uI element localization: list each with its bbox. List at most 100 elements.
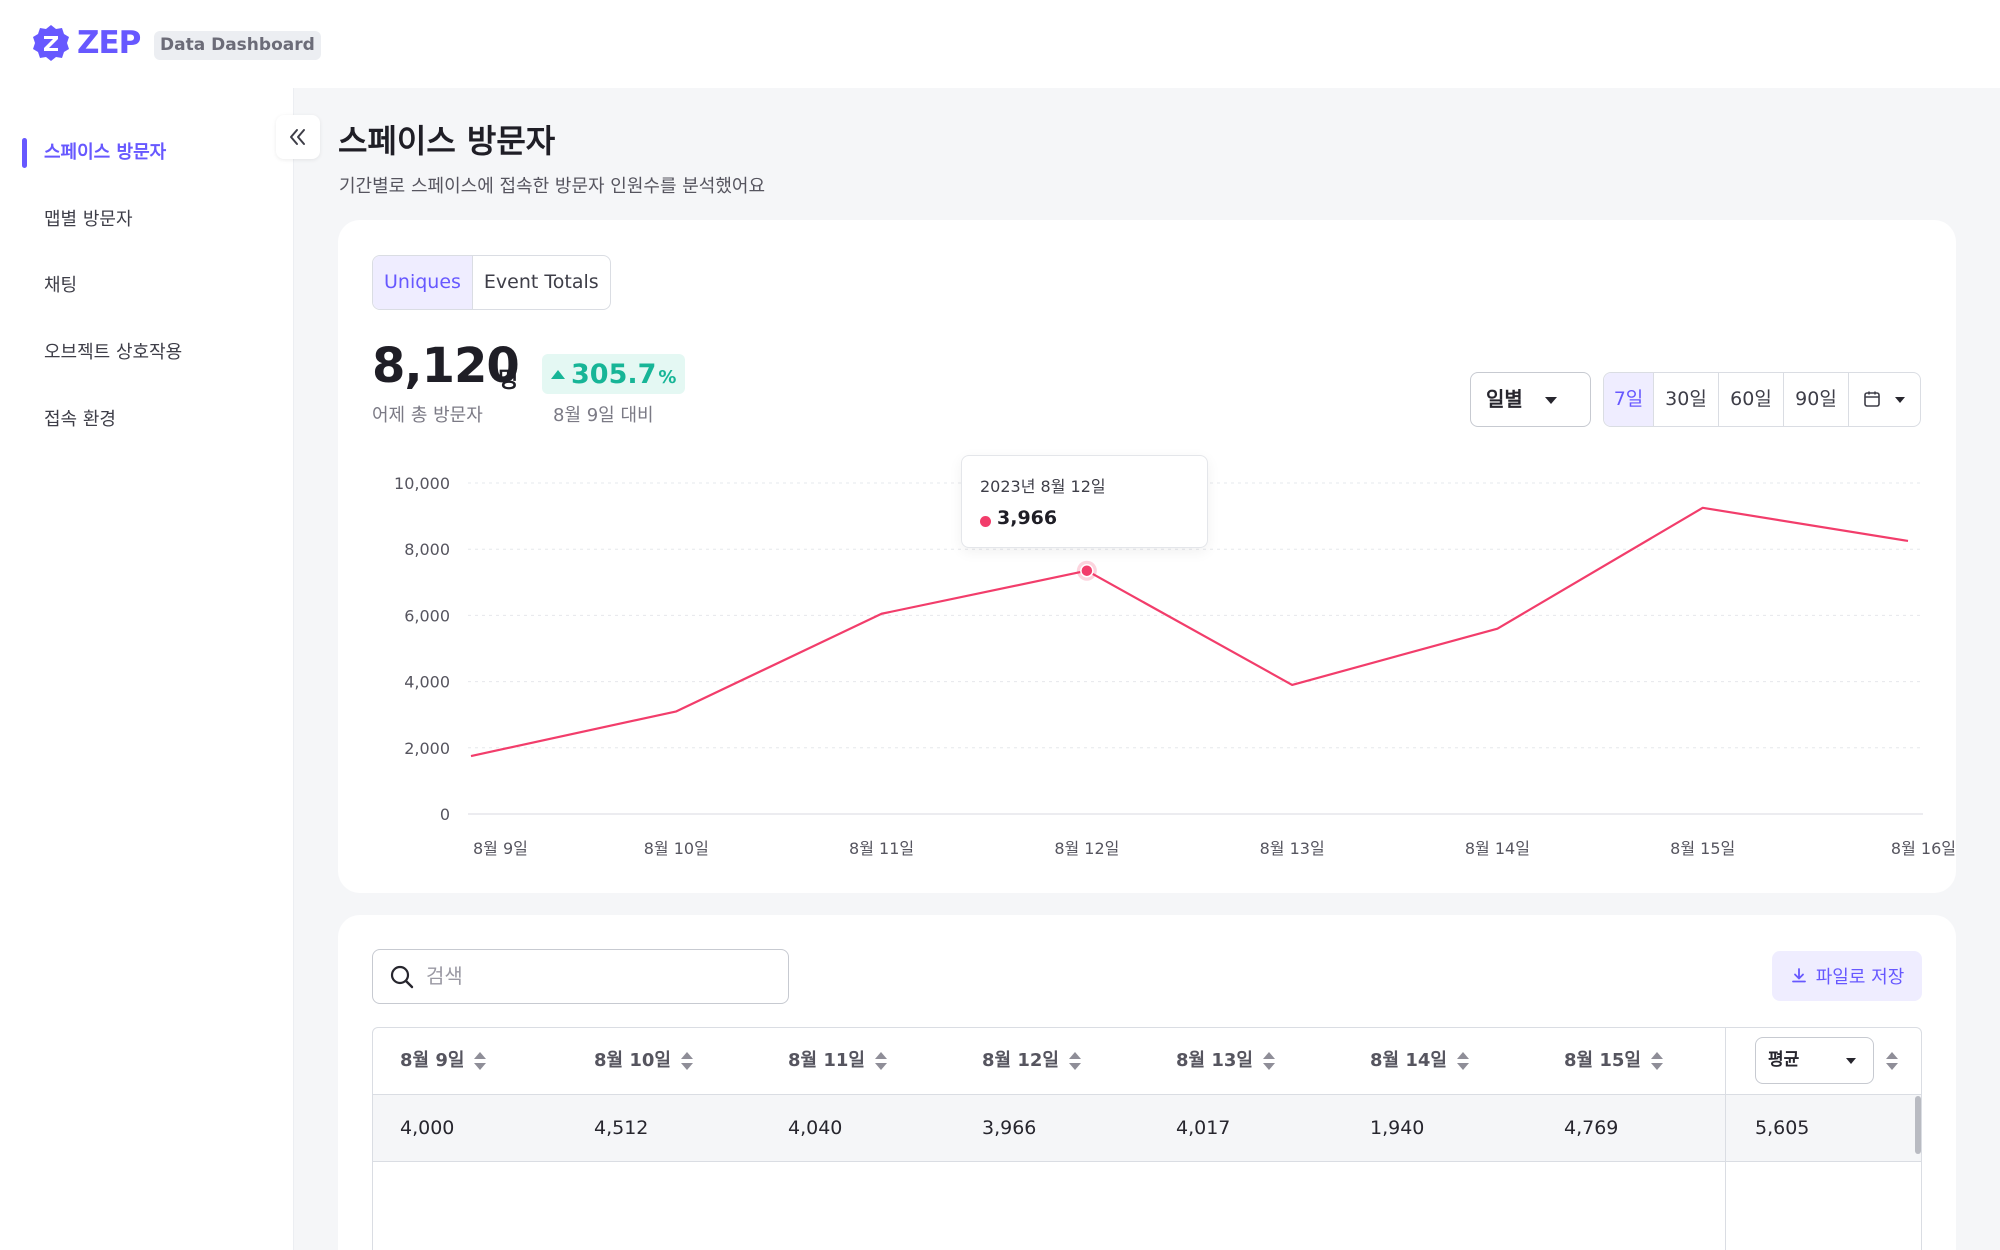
sidebar-collapse-button[interactable] (276, 115, 320, 159)
tab-event-totals[interactable]: Event Totals (483, 271, 599, 293)
sort-icon (874, 1052, 887, 1070)
total-visitors-label: 어제 총 방문자 (372, 405, 483, 426)
y-tick-label: 0 (440, 805, 450, 824)
sidebar-item-map-visitors[interactable]: 맵별 방문자 (44, 209, 133, 230)
sidebar-item-object-interaction[interactable]: 오브젝트 상호작용 (44, 342, 183, 363)
column-header[interactable]: 8월 13일 (1176, 1028, 1275, 1094)
range-60d[interactable]: 60일 (1719, 373, 1784, 426)
column-header-label: 8월 9일 (400, 1050, 465, 1071)
column-header-label: 8월 13일 (1176, 1050, 1253, 1071)
x-tick-label: 8월 11일 (849, 839, 914, 858)
brand-name: ZEP (77, 25, 141, 61)
chart-tooltip: 2023년 8월 12일 3,966 (961, 455, 1208, 548)
tooltip-series-dot (980, 516, 991, 527)
calendar-range-button[interactable] (1849, 373, 1920, 426)
growth-label: 8월 9일 대비 (553, 405, 654, 426)
tooltip-value: 3,966 (997, 507, 1058, 529)
metric-tabs: Uniques Event Totals (372, 255, 611, 310)
aggregate-column-divider (1725, 1028, 1726, 1250)
x-tick-label: 8월 14일 (1465, 839, 1530, 858)
zep-logo-icon (33, 25, 69, 61)
sidebar-item-chat[interactable]: 채팅 (44, 275, 78, 296)
sidebar: 스페이스 방문자 맵별 방문자 채팅 오브젝트 상호작용 접속 환경 (0, 88, 294, 1250)
table-cell: 4,512 (594, 1117, 649, 1139)
y-tick-label: 4,000 (404, 673, 450, 692)
column-header[interactable]: 8월 15일 (1564, 1028, 1663, 1094)
column-header-label: 8월 11일 (788, 1050, 865, 1071)
series-line (470, 506, 1909, 758)
sort-icon (1650, 1052, 1663, 1070)
visitor-chart-card: Uniques Event Totals 8,120 명 어제 총 방문자 30… (338, 220, 1956, 893)
column-header[interactable]: 8월 10일 (594, 1028, 693, 1094)
arrow-up-icon (551, 369, 565, 379)
visitor-table-card: 검색 파일로 저장 8월 9일 8월 10일 8월 11일 8월 12일 8월 … (338, 915, 1956, 1250)
sort-icon (680, 1052, 693, 1070)
x-tick-label: 8월 10일 (644, 839, 709, 858)
x-tick-label: 8월 9일 (473, 839, 528, 858)
y-tick-label: 10,000 (394, 474, 450, 493)
x-tick-label: 8월 16일 (1891, 839, 1956, 858)
interval-select-value: 일별 (1486, 387, 1523, 411)
table-scrollbar[interactable] (1915, 1096, 1921, 1154)
sort-icon (1068, 1052, 1081, 1070)
tab-uniques[interactable]: Uniques (373, 256, 473, 309)
download-icon (1791, 968, 1806, 983)
sort-icon[interactable] (1886, 1052, 1898, 1070)
column-header-label: 8월 10일 (594, 1050, 671, 1071)
save-to-file-button[interactable]: 파일로 저장 (1772, 951, 1922, 1001)
chevron-down-icon (1846, 1058, 1856, 1064)
aggregate-select-value: 평균 (1768, 1050, 1800, 1070)
calendar-icon (1864, 391, 1880, 407)
sidebar-item-space-visitors[interactable]: 스페이스 방문자 (44, 142, 167, 163)
search-icon (390, 965, 414, 989)
data-point (1080, 563, 1094, 578)
sort-icon (1456, 1052, 1469, 1070)
y-tick-label: 8,000 (404, 540, 450, 559)
growth-unit: % (658, 366, 677, 388)
page-subtitle: 기간별로 스페이스에 접속한 방문자 인원수를 분석했어요 (339, 176, 766, 197)
total-visitors-unit: 명 (498, 368, 519, 393)
sidebar-item-access-environment[interactable]: 접속 환경 (44, 409, 116, 430)
column-header[interactable]: 8월 11일 (788, 1028, 887, 1094)
column-header-label: 8월 15일 (1564, 1050, 1641, 1071)
interval-select[interactable]: 일별 (1470, 372, 1591, 427)
header-divider (373, 1094, 1921, 1095)
y-tick-label: 6,000 (404, 606, 450, 625)
x-tick-label: 8월 13일 (1260, 839, 1325, 858)
tooltip-date: 2023년 8월 12일 (980, 477, 1106, 496)
table-cell: 4,000 (400, 1117, 455, 1139)
column-header[interactable]: 8월 9일 (400, 1028, 487, 1094)
range-90d[interactable]: 90일 (1784, 373, 1849, 426)
visitors-line-chart: 0 2,000 4,000 6,000 8,000 10,000 8월 9일 8월 10일 8월… (394, 474, 1956, 858)
range-7d[interactable]: 7일 (1604, 373, 1654, 426)
x-tick-label: 8월 15일 (1670, 839, 1735, 858)
total-visitors-value: 8,120 (372, 338, 520, 394)
table-cell: 1,940 (1370, 1117, 1425, 1139)
active-nav-marker (22, 138, 27, 168)
double-chevron-left-icon (290, 129, 305, 145)
dashboard-badge: Data Dashboard (154, 31, 321, 60)
search-input[interactable]: 검색 (372, 949, 789, 1004)
visitor-table: 8월 9일 8월 10일 8월 11일 8월 12일 8월 13일 8월 14일… (372, 1027, 1922, 1250)
table-cell: 3,966 (982, 1117, 1037, 1139)
row-divider (373, 1161, 1921, 1162)
column-header-label: 8월 14일 (1370, 1050, 1447, 1071)
save-to-file-label: 파일로 저장 (1815, 967, 1905, 988)
column-header-label: 8월 12일 (982, 1050, 1059, 1071)
page-title: 스페이스 방문자 (338, 122, 556, 160)
column-header[interactable]: 8월 14일 (1370, 1028, 1469, 1094)
table-cell: 4,769 (1564, 1117, 1619, 1139)
sort-icon (1262, 1052, 1275, 1070)
range-30d[interactable]: 30일 (1654, 373, 1719, 426)
range-selector: 7일 30일 60일 90일 (1603, 372, 1921, 427)
aggregate-select[interactable]: 평균 (1755, 1037, 1874, 1084)
chevron-down-icon (1895, 397, 1905, 403)
growth-value: 305.7 (571, 358, 657, 390)
chevron-down-icon (1545, 397, 1557, 404)
top-header: ZEP Data Dashboard (0, 0, 2000, 88)
zep-logo[interactable]: ZEP (31, 23, 141, 63)
aggregate-cell: 5,605 (1755, 1117, 1810, 1139)
search-placeholder: 검색 (426, 964, 463, 988)
growth-badge: 305.7 % (542, 354, 686, 394)
column-header[interactable]: 8월 12일 (982, 1028, 1081, 1094)
